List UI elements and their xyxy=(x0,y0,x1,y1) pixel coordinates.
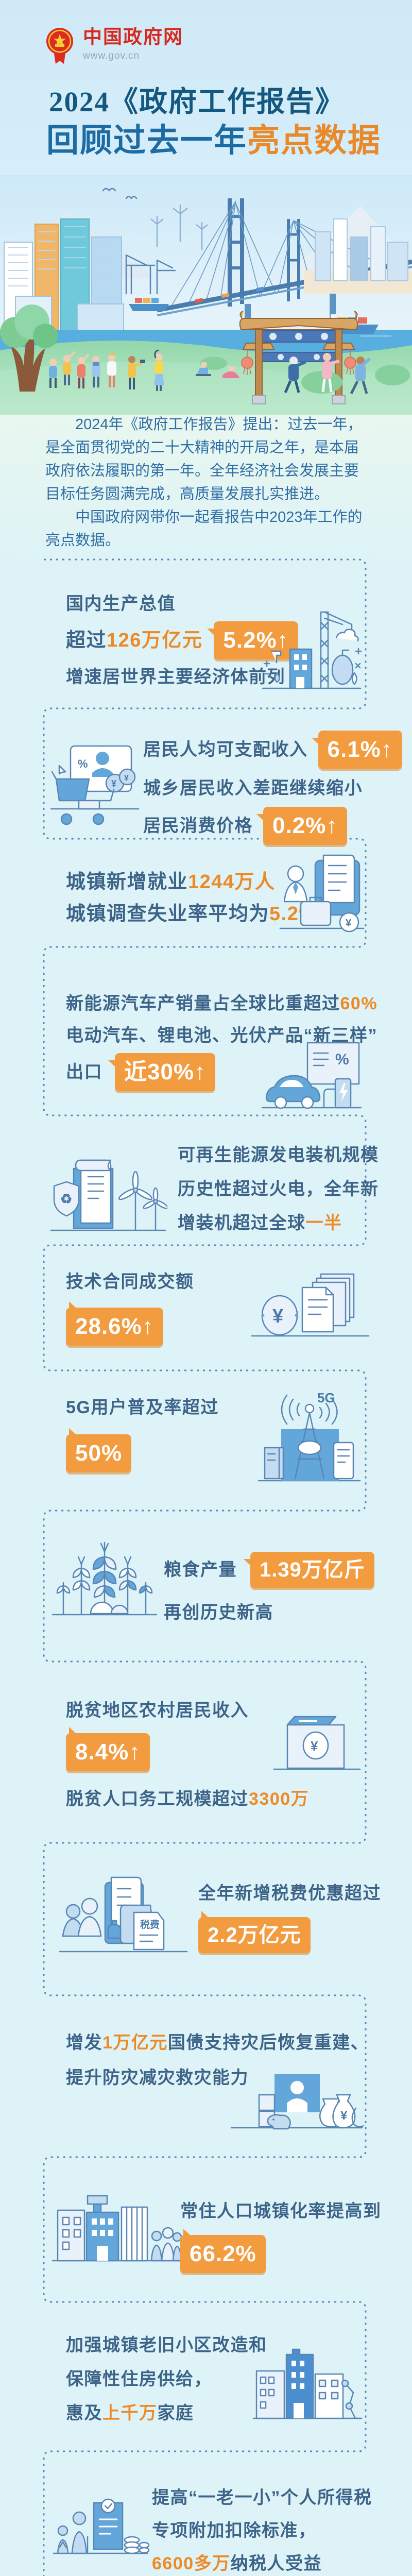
section-housing: 加强城镇老旧小区改造和 保障性住房供给， 惠及上千万家庭 xyxy=(66,2335,267,2423)
page-title: 2024《政府工作报告》 xyxy=(49,86,345,117)
site-url: www.gov.cn xyxy=(83,50,140,61)
tower-5g-icon: 5G xyxy=(256,1387,362,1492)
money-box-icon: ¥ xyxy=(272,1706,362,1778)
poverty-line1: 脱贫地区农村居民收入 xyxy=(66,1701,249,1720)
svg-text:¥: ¥ xyxy=(111,778,116,789)
nev-line2: 电动汽车、锂电池、光伏产品“新三样” xyxy=(66,1026,377,1045)
urban-line1: 常住人口城镇化率提高到 xyxy=(180,2201,382,2221)
wheat-icon xyxy=(50,1541,159,1624)
tax-line1: 全年新增税费优惠超过 xyxy=(198,1884,381,1903)
svg-text:¥: ¥ xyxy=(272,1306,283,1327)
family-tax-icon xyxy=(52,2497,150,2562)
intro-paragraphs: 2024年《政府工作报告》提出：过去一年，是全面贯彻党的二十大精神的开局之年，是… xyxy=(45,413,368,552)
city-bridge-illustration xyxy=(0,175,412,415)
header-background xyxy=(0,0,412,178)
section-income: 居民人均可支配收入 6.1%↑ 城乡居民收入差距继续缩小 居民消费价格 0.2%… xyxy=(143,731,402,845)
urban-badge: 66.2% xyxy=(180,2229,266,2273)
grain-badge: 1.39万亿斤 xyxy=(244,1552,374,1588)
employment-icon: ¥ xyxy=(278,851,366,941)
intro-paragraph-2: 中国政府网带你一起看报告中2023年工作的亮点数据。 xyxy=(45,509,363,549)
tech-badge: 28.6%↑ xyxy=(66,1301,163,1346)
subtitle-orange: 亮点数据 xyxy=(247,123,381,159)
page-subtitle: 回顾过去一年亮点数据 xyxy=(46,124,381,158)
section-grain: 粮食产量 1.39万亿斤 再创历史新高 xyxy=(164,1552,374,1623)
svg-text:¥: ¥ xyxy=(311,1738,318,1754)
tax-badge: 2.2万亿元 xyxy=(198,1911,311,1953)
svg-text:%: % xyxy=(78,757,88,770)
intro-background xyxy=(0,412,412,572)
renewable-icon: ♻ xyxy=(49,1154,168,1242)
section-deduction: 提高“一老一小”个人所得税 专项附加扣除标准， 6600多万纳税人受益 xyxy=(152,2488,372,2573)
income-growth-badge: 6.1%↑ xyxy=(311,731,402,769)
intro-paragraph-1: 2024年《政府工作报告》提出：过去一年，是全面贯彻党的二十大精神的开局之年，是… xyxy=(45,416,363,502)
subtitle-blue: 回顾过去一年 xyxy=(46,123,247,159)
contract-icon: ¥ xyxy=(250,1270,371,1347)
section-nev: 新能源汽车产销量占全球比重超过60% 电动汽车、锂电池、光伏产品“新三样” 出口… xyxy=(66,993,377,1091)
svg-text:¥: ¥ xyxy=(346,918,352,929)
nev-export-badge: 近30%↑ xyxy=(108,1053,216,1091)
construction-icon xyxy=(260,602,363,697)
poverty-badge: 8.4%↑ xyxy=(66,1727,150,1771)
bonds-line2: 提升防灾减灾救灾能力 xyxy=(66,2068,249,2088)
gdp-line3: 增速居世界主要经济体前列 xyxy=(66,667,285,687)
tax-relief-icon: 税费 xyxy=(58,1875,189,1960)
city-icon xyxy=(50,2189,183,2269)
cpi-badge: 0.2%↑ xyxy=(256,807,348,845)
renovation-icon xyxy=(251,2347,364,2426)
gdp-growth-badge: 5.2%↑ xyxy=(207,621,298,659)
income-line3: 居民消费价格 xyxy=(143,816,253,836)
income-line1: 居民人均可支配收入 xyxy=(143,740,308,759)
svg-text:¥: ¥ xyxy=(124,774,129,783)
section-tech: 技术合同成交额 28.6%↑ xyxy=(66,1272,194,1346)
section-5g: 5G用户普及率超过 50% xyxy=(66,1397,219,1472)
grain-line1: 粮食产量 xyxy=(164,1560,237,1580)
national-emblem-icon xyxy=(44,27,76,67)
section-renewable: 可再生能源发电装机规模 历史性超过火电，全年新 增装机超过全球一半 xyxy=(178,1145,379,1233)
section-employment: 城镇新增就业1244万人 城镇调查失业率平均为5.2% xyxy=(66,871,317,925)
5g-line1: 5G用户普及率超过 xyxy=(66,1398,219,1417)
svg-text:♻: ♻ xyxy=(60,1191,72,1207)
section-tax: 全年新增税费优惠超过 2.2万亿元 xyxy=(198,1883,381,1953)
section-poverty: 脱贫地区农村居民收入 8.4%↑ 脱贫人口务工规模超过3300万 xyxy=(66,1701,310,1809)
site-logo: 中国政府网 www.gov.cn xyxy=(44,27,183,67)
tech-line1: 技术合同成交额 xyxy=(66,1272,194,1292)
svg-text:税费: 税费 xyxy=(140,1919,160,1930)
site-name: 中国政府网 xyxy=(83,26,183,47)
svg-text:%: % xyxy=(335,1051,349,1068)
section-urban: 常住人口城镇化率提高到 66.2% xyxy=(180,2201,382,2273)
nev-line3: 出口 xyxy=(66,1062,102,1082)
gdp-line1: 国内生产总值 xyxy=(66,594,176,614)
income-line2: 城乡居民收入差距继续缩小 xyxy=(143,778,363,798)
section-gdp: 国内生产总值 超过126万亿元 5.2%↑ 增速居世界主要经济体前列 xyxy=(66,594,298,687)
section-bonds: 增发1万亿元国债支持灾后恢复重建、 提升防灾减灾救灾能力 xyxy=(66,2033,369,2088)
relief-funds-icon: ¥ xyxy=(229,2072,364,2137)
grain-line2: 再创历史新高 xyxy=(164,1603,273,1622)
svg-text:¥: ¥ xyxy=(340,2109,348,2123)
5g-badge: 50% xyxy=(66,1428,132,1472)
consumption-icon: % ¥ ¥ xyxy=(49,743,141,832)
ev-charging-icon: % xyxy=(260,1040,363,1120)
